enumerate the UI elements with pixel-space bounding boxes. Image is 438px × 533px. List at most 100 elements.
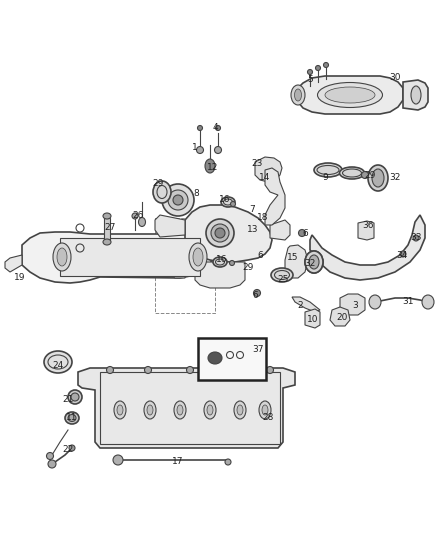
Text: 28: 28: [262, 414, 274, 423]
Polygon shape: [185, 205, 272, 262]
Text: 7: 7: [249, 206, 255, 214]
Ellipse shape: [213, 257, 227, 267]
Ellipse shape: [307, 69, 312, 75]
Ellipse shape: [339, 167, 364, 179]
Text: 6: 6: [252, 290, 258, 300]
Ellipse shape: [138, 217, 145, 227]
Text: 37: 37: [252, 345, 264, 354]
Text: 5: 5: [307, 76, 313, 85]
Ellipse shape: [114, 401, 126, 419]
Ellipse shape: [204, 401, 216, 419]
Ellipse shape: [305, 251, 323, 273]
Text: 10: 10: [307, 316, 319, 325]
Ellipse shape: [189, 243, 207, 271]
Polygon shape: [292, 297, 320, 312]
Ellipse shape: [314, 163, 342, 177]
Ellipse shape: [262, 405, 268, 415]
Ellipse shape: [65, 412, 79, 424]
Text: 24: 24: [53, 360, 64, 369]
Text: 29: 29: [364, 171, 376, 180]
Ellipse shape: [369, 295, 381, 309]
Ellipse shape: [208, 352, 222, 364]
Polygon shape: [298, 76, 403, 114]
Polygon shape: [255, 157, 282, 182]
Ellipse shape: [237, 405, 243, 415]
Text: 6: 6: [257, 251, 263, 260]
Ellipse shape: [103, 239, 111, 245]
Text: 23: 23: [251, 158, 263, 167]
Ellipse shape: [168, 190, 188, 210]
Text: 25: 25: [277, 276, 289, 285]
Ellipse shape: [230, 261, 234, 265]
Ellipse shape: [372, 169, 384, 187]
Polygon shape: [310, 215, 425, 280]
Ellipse shape: [324, 62, 328, 68]
Ellipse shape: [147, 405, 153, 415]
Ellipse shape: [153, 181, 171, 203]
Ellipse shape: [221, 197, 235, 207]
Text: 27: 27: [104, 223, 116, 232]
Polygon shape: [285, 245, 308, 278]
Ellipse shape: [229, 367, 236, 374]
Ellipse shape: [57, 248, 67, 266]
Ellipse shape: [113, 455, 123, 465]
Ellipse shape: [294, 89, 301, 101]
Ellipse shape: [187, 367, 194, 374]
Polygon shape: [5, 255, 22, 272]
Text: 32: 32: [389, 174, 401, 182]
Text: 18: 18: [257, 214, 269, 222]
Polygon shape: [265, 168, 285, 225]
Text: 26: 26: [132, 211, 144, 220]
Text: 20: 20: [336, 313, 348, 322]
Ellipse shape: [368, 165, 388, 191]
Ellipse shape: [291, 85, 305, 105]
Ellipse shape: [132, 213, 138, 219]
Polygon shape: [270, 220, 290, 240]
Polygon shape: [22, 232, 212, 283]
Ellipse shape: [413, 235, 419, 241]
Ellipse shape: [44, 351, 72, 373]
Ellipse shape: [309, 255, 319, 269]
Text: 36: 36: [362, 221, 374, 230]
Polygon shape: [340, 294, 365, 315]
Bar: [198, 338, 266, 380]
Ellipse shape: [68, 390, 82, 404]
Text: 6: 6: [302, 229, 308, 238]
Text: 4: 4: [212, 124, 218, 133]
Ellipse shape: [48, 460, 56, 468]
Polygon shape: [305, 309, 320, 328]
Ellipse shape: [271, 268, 293, 282]
Polygon shape: [78, 368, 295, 448]
Ellipse shape: [215, 125, 220, 131]
Ellipse shape: [53, 243, 71, 271]
Ellipse shape: [68, 415, 76, 422]
Text: 11: 11: [66, 414, 78, 423]
Text: 15: 15: [287, 254, 299, 262]
Bar: [104, 218, 110, 240]
Text: 16: 16: [219, 196, 231, 205]
Text: 13: 13: [247, 225, 259, 235]
Bar: [155, 218, 215, 313]
Ellipse shape: [411, 86, 421, 104]
Ellipse shape: [193, 248, 203, 266]
Ellipse shape: [173, 195, 183, 205]
Text: 33: 33: [410, 233, 422, 243]
Ellipse shape: [230, 201, 236, 206]
Text: 9: 9: [322, 174, 328, 182]
Ellipse shape: [315, 66, 321, 70]
Ellipse shape: [106, 367, 113, 374]
Ellipse shape: [305, 251, 323, 273]
Ellipse shape: [254, 289, 261, 296]
Ellipse shape: [266, 367, 273, 374]
Text: 21: 21: [62, 395, 74, 405]
Ellipse shape: [198, 125, 202, 131]
Polygon shape: [330, 307, 350, 326]
Text: 32: 32: [304, 259, 316, 268]
Ellipse shape: [299, 230, 305, 237]
Ellipse shape: [177, 405, 183, 415]
Text: 29: 29: [242, 263, 254, 272]
Text: 16: 16: [216, 255, 228, 264]
Ellipse shape: [145, 367, 152, 374]
Ellipse shape: [259, 401, 271, 419]
Ellipse shape: [144, 401, 156, 419]
